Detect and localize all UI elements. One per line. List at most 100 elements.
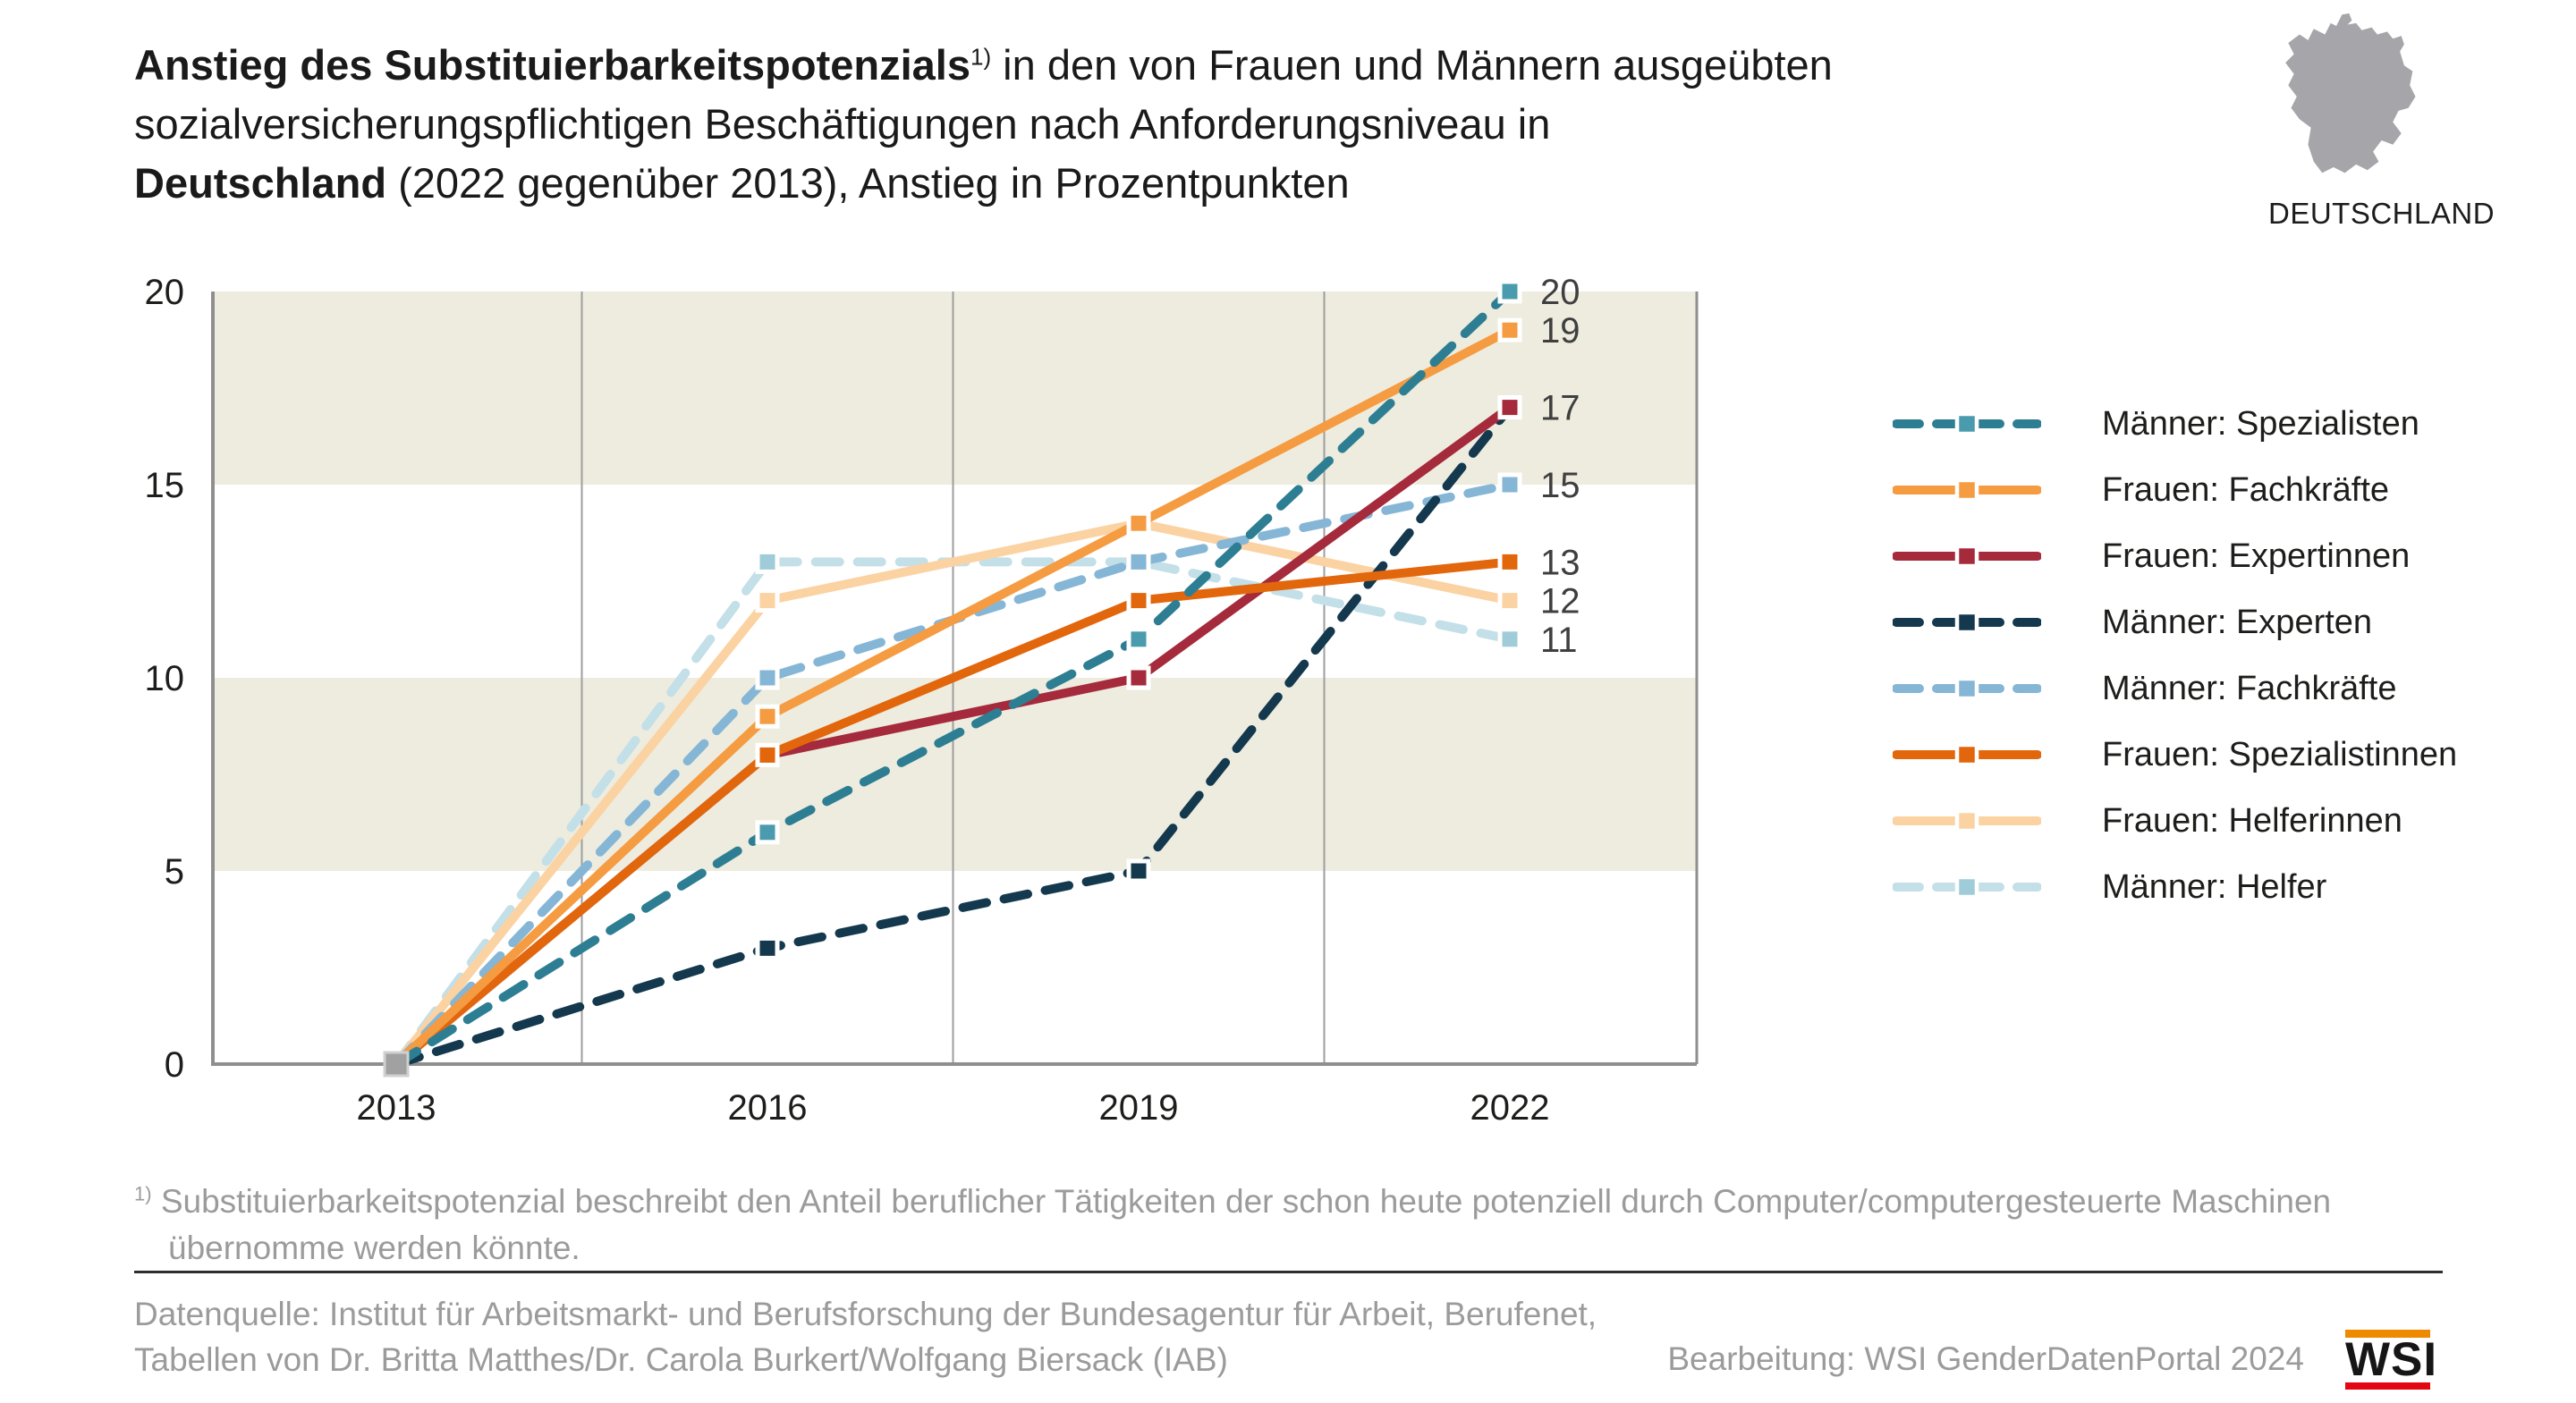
legend-label: Frauen: Fachkräfte xyxy=(2102,470,2390,509)
legend-label: Männer: Helfer xyxy=(2102,867,2327,906)
series-marker xyxy=(1497,395,1522,420)
series-line xyxy=(392,287,1514,1069)
logo-text: WSI xyxy=(2345,1333,2438,1386)
series-end-label: 11 xyxy=(1540,621,1578,660)
x-axis-tick-label: 2019 xyxy=(1099,1088,1179,1128)
series-end-label: 12 xyxy=(1540,582,1580,621)
legend-swatch xyxy=(1893,875,2041,900)
series-männer-spezialisten xyxy=(392,279,1522,1069)
legend-label: Männer: Experten xyxy=(2102,603,2373,641)
source-line-2: Tabellen von Dr. Britta Matthes/Dr. Caro… xyxy=(134,1341,1228,1378)
series-end-label: 17 xyxy=(1540,389,1580,428)
legend-item-männer-experten: Männer: Experten xyxy=(1893,604,2372,641)
series-marker xyxy=(1497,549,1522,574)
title-line-3: Deutschland (2022 gegenüber 2013), Ansti… xyxy=(134,154,1833,213)
series-marker xyxy=(1126,588,1151,613)
legend-swatch-marker xyxy=(1954,875,1979,900)
series-marker xyxy=(1497,279,1522,304)
title-superscript: 1) xyxy=(970,43,992,71)
legend-label: Frauen: Expertinnen xyxy=(2102,537,2411,575)
wsi-logo: WSI xyxy=(2345,1330,2438,1390)
y-axis-tick-label: 20 xyxy=(145,273,185,312)
title-bold-1: Anstieg des Substituierbarkeitspotenzial… xyxy=(134,41,970,89)
legend-label: Frauen: Spezialistinnen xyxy=(2102,735,2458,773)
source-note: Datenquelle: Institut für Arbeitsmarkt- … xyxy=(134,1291,1597,1382)
series-marker xyxy=(1126,665,1151,690)
plot-band xyxy=(213,678,1697,871)
series-end-label: 15 xyxy=(1540,466,1580,505)
legend-swatch-marker xyxy=(1954,808,1979,833)
title-line-2: sozialversicherungspflichtigen Beschäfti… xyxy=(134,100,1551,148)
legend-swatch xyxy=(1893,478,2041,503)
footnote-line-1: 1) Substituierbarkeitspotenzial beschrei… xyxy=(134,1182,2332,1220)
x-axis-tick-label: 2022 xyxy=(1470,1088,1550,1128)
series-line xyxy=(392,402,1514,1069)
attribution: Bearbeitung: WSI GenderDatenPortal 2024 xyxy=(1667,1340,2304,1377)
legend-swatch-marker xyxy=(1954,478,1979,503)
y-axis-tick-label: 10 xyxy=(145,659,185,698)
series-marker xyxy=(1126,549,1151,574)
series-marker xyxy=(755,549,780,574)
divider-line xyxy=(134,1271,2443,1273)
legend-swatch-marker xyxy=(1954,742,1979,767)
title-rest-3: (2022 gegenüber 2013), Anstieg in Prozen… xyxy=(386,159,1350,207)
start-marker xyxy=(383,1051,410,1078)
series-marker xyxy=(755,820,780,845)
series-marker xyxy=(1126,627,1151,652)
legend-item-männer-fachkräfte: Männer: Fachkräfte xyxy=(1893,669,2397,707)
legend-item-frauen-expertinnen: Frauen: Expertinnen xyxy=(1893,537,2410,575)
legend-swatch xyxy=(1893,676,2041,701)
series-marker xyxy=(1126,858,1151,883)
series-end-label: 13 xyxy=(1540,543,1580,582)
x-axis-tick-label: 2016 xyxy=(728,1088,808,1128)
legend-swatch xyxy=(1893,742,2041,767)
y-axis-tick-label: 5 xyxy=(165,852,184,892)
legend-swatch xyxy=(1893,808,2041,833)
legend-swatch-marker xyxy=(1954,411,1979,436)
series-marker xyxy=(755,742,780,767)
legend-swatch-marker xyxy=(1954,610,1979,635)
germany-map-icon xyxy=(2285,13,2416,173)
series-line xyxy=(392,519,1514,1069)
legend-swatch-marker xyxy=(1954,544,1979,569)
title-rest-1: in den von Frauen und Männern ausgeübten xyxy=(991,41,1833,89)
page-title: Anstieg des Substituierbarkeitspotenzial… xyxy=(134,36,1833,213)
y-axis-tick-label: 0 xyxy=(165,1045,184,1085)
legend-label: Frauen: Helferinnen xyxy=(2102,801,2402,840)
legend-label: Männer: Spezialisten xyxy=(2102,404,2419,443)
y-axis-tick-label: 15 xyxy=(145,466,185,505)
series-line xyxy=(392,325,1514,1069)
legend-item-frauen-spezialistinnen: Frauen: Spezialistinnen xyxy=(1893,735,2458,773)
legend-swatch xyxy=(1893,544,2041,569)
legend: Männer: Spezialisten Frauen: Fachkräfte Fr… xyxy=(1893,0,2572,1403)
series-marker xyxy=(1497,627,1522,652)
series-marker xyxy=(755,588,780,613)
legend-swatch xyxy=(1893,610,2041,635)
series-marker xyxy=(1497,317,1522,342)
series-marker xyxy=(755,704,780,729)
source-line-1: Datenquelle: Institut für Arbeitsmarkt- … xyxy=(134,1296,1597,1332)
series-marker xyxy=(1497,472,1522,497)
series-frauen-spezialistinnen xyxy=(392,549,1522,1069)
x-axis-tick-label: 2013 xyxy=(357,1088,436,1128)
series-marker xyxy=(755,935,780,960)
legend-item-männer-spezialisten: Männer: Spezialisten xyxy=(1893,405,2419,443)
legend-item-frauen-fachkräfte: Frauen: Fachkräfte xyxy=(1893,471,2389,509)
logo-bottom-bar xyxy=(2345,1382,2430,1390)
title-bold-3: Deutschland xyxy=(134,159,387,207)
series-end-label: 20 xyxy=(1540,273,1580,312)
series-marker xyxy=(755,665,780,690)
footnote-superscript: 1) xyxy=(134,1182,152,1205)
legend-item-frauen-helferinnen: Frauen: Helferinnen xyxy=(1893,802,2402,840)
series-marker xyxy=(1126,511,1151,536)
series-marker xyxy=(1497,588,1522,613)
legend-swatch-marker xyxy=(1954,676,1979,701)
legend-swatch xyxy=(1893,411,2041,436)
series-line xyxy=(392,557,1514,1069)
series-frauen-fachkräfte xyxy=(392,317,1522,1069)
legend-item-männer-helfer: Männer: Helfer xyxy=(1893,868,2326,906)
logo-top-bar xyxy=(2345,1330,2430,1338)
footnote-line-2: übernomme werden könnte. xyxy=(168,1230,580,1266)
legend-label: Männer: Fachkräfte xyxy=(2102,669,2397,707)
